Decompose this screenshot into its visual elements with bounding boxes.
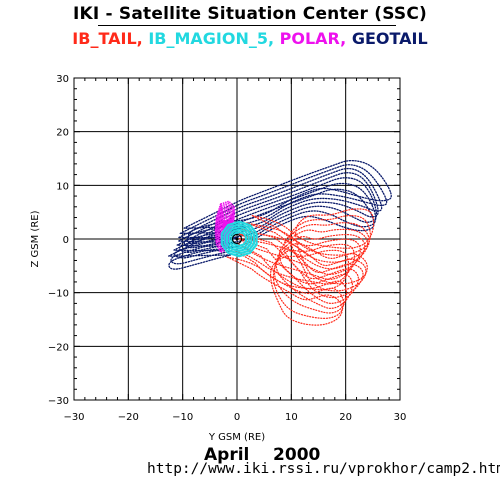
legend-item-geotail: GEOTAIL bbox=[351, 29, 428, 48]
legend: IB_TAIL, IB_MAGION_5, POLAR, GEOTAIL bbox=[0, 29, 500, 48]
orbit-trace-geotail bbox=[183, 159, 392, 241]
orbit-trace-ib-magion-5 bbox=[225, 225, 253, 253]
orbit-trace-ib-tail bbox=[226, 249, 350, 326]
orbit-trace-ib-magion-5 bbox=[223, 223, 256, 255]
page-title: IKI - Satellite Situation Center (SSC) bbox=[73, 4, 427, 24]
y-tick-label: −10 bbox=[48, 289, 69, 300]
x-axis-label: Y GSM (RE) bbox=[208, 432, 265, 443]
y-tick-label: 10 bbox=[56, 181, 69, 192]
orbit-trace-ib-tail bbox=[239, 233, 366, 309]
orbit-trace-ib-magion-5 bbox=[220, 220, 258, 258]
legend-separator: , bbox=[340, 29, 352, 48]
date-label: April 2000 bbox=[204, 445, 321, 465]
title-underline bbox=[98, 25, 396, 26]
y-tick-label: −20 bbox=[48, 342, 69, 353]
source-url: http://www.iki.rssi.ru/vprokhor/camp2.ht… bbox=[147, 461, 500, 477]
earth-icon bbox=[231, 233, 243, 245]
orbit-trace-ib-tail bbox=[252, 208, 375, 285]
orbit-traces bbox=[168, 159, 392, 326]
orbit-trace-ib-tail bbox=[239, 228, 369, 304]
tick-labels: −30 −20 −10 0 10 20 30 −30 −20 −10 0 10 20 30 bbox=[48, 74, 406, 423]
y-tick-label: 20 bbox=[56, 128, 69, 139]
orbit-trace-ib-magion-5 bbox=[231, 231, 248, 247]
y-tick-label: 0 bbox=[63, 235, 69, 246]
x-tick-label: 20 bbox=[339, 412, 352, 423]
orbit-trace-ib-magion-5 bbox=[228, 228, 250, 250]
y-axis-label: Z GSM (RE) bbox=[30, 210, 41, 267]
y-tick-label: −30 bbox=[48, 396, 69, 407]
legend-item-ib-tail: IB_TAIL bbox=[72, 29, 137, 48]
earth-marker bbox=[231, 233, 243, 245]
series-ib-tail bbox=[226, 208, 375, 326]
legend-separator: , bbox=[267, 29, 280, 48]
series-ib-magion-5 bbox=[220, 220, 258, 258]
x-tick-label: 10 bbox=[285, 412, 298, 423]
legend-item-ib-magion-5: IB_MAGION_5 bbox=[148, 29, 268, 48]
orbit-trace-ib-tail bbox=[241, 222, 370, 299]
x-tick-label: −30 bbox=[63, 412, 84, 423]
y-tick-label: 30 bbox=[56, 74, 69, 85]
legend-item-polar: POLAR bbox=[279, 29, 341, 48]
orbit-trace-ib-tail bbox=[245, 215, 372, 292]
x-tick-label: 0 bbox=[234, 412, 240, 423]
orbit-trace-geotail bbox=[178, 167, 383, 249]
x-tick-label: −10 bbox=[172, 412, 193, 423]
earth-center-dot bbox=[235, 237, 239, 241]
plot-frame bbox=[73, 77, 401, 401]
legend-separator: , bbox=[136, 29, 149, 48]
x-tick-label: −20 bbox=[118, 412, 139, 423]
x-tick-label: 30 bbox=[394, 412, 407, 423]
orbit-trace-geotail bbox=[178, 172, 379, 254]
orbit-trace-geotail bbox=[179, 164, 388, 245]
